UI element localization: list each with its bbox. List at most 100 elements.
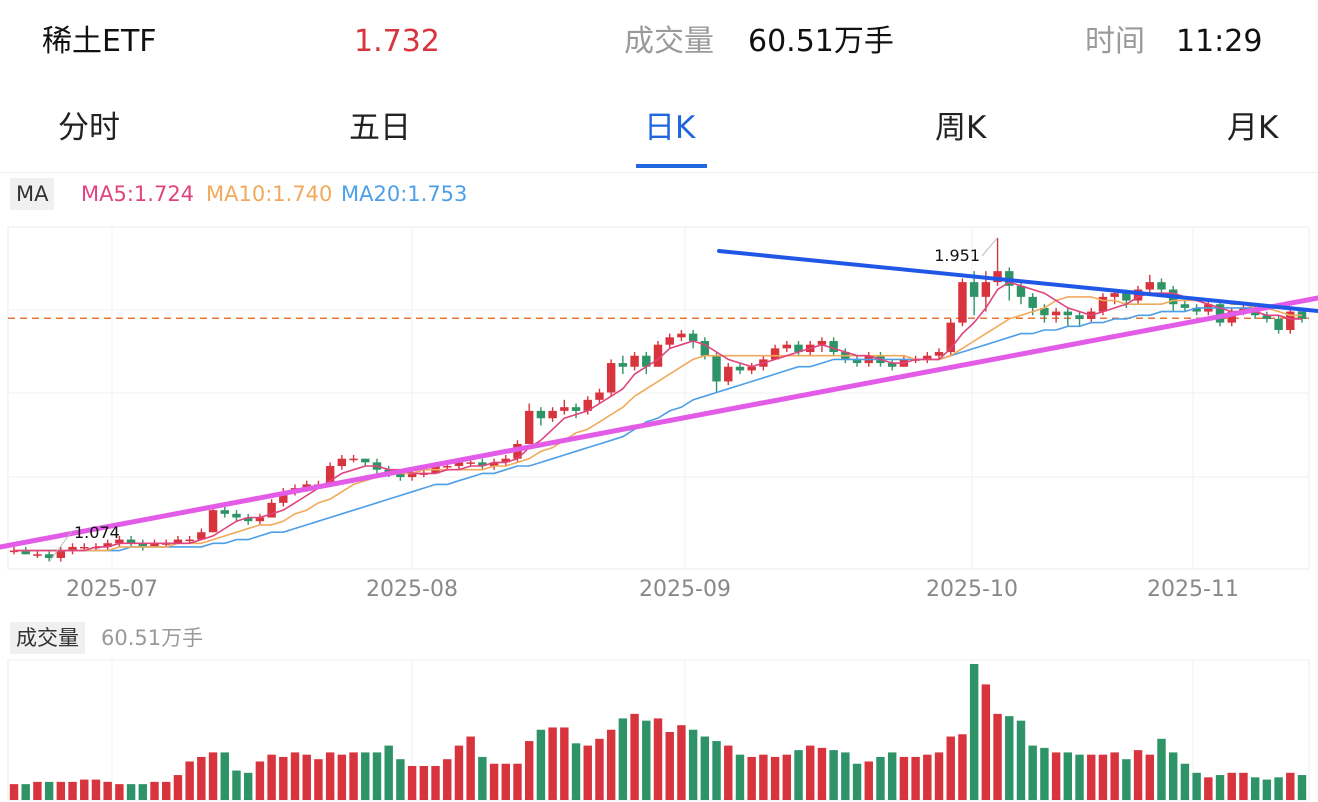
volume-bar	[1016, 720, 1026, 800]
candle-body	[279, 491, 288, 503]
volume-bar	[770, 756, 780, 800]
candle-body	[934, 352, 944, 356]
volume-bar	[1122, 759, 1131, 800]
ma5-line	[14, 281, 1302, 552]
security-name: 稀土ETF	[42, 24, 157, 59]
max-label-leader	[981, 237, 998, 257]
candle-body	[571, 407, 581, 411]
tab-weekly-k[interactable]: 周K	[935, 110, 987, 146]
volume-bar	[267, 754, 276, 800]
volume-bar	[68, 781, 77, 800]
candle-body	[1063, 311, 1073, 316]
candle-body	[1075, 315, 1084, 319]
candle-body	[1262, 315, 1272, 319]
volume-bar	[1227, 772, 1236, 800]
x-tick-label: 2025-11	[1147, 577, 1239, 602]
candle-body	[466, 462, 475, 464]
tab-daily-k[interactable]: 日K	[644, 110, 696, 146]
candle-body	[536, 410, 546, 419]
candle-body	[80, 546, 89, 549]
volume-bar	[513, 763, 522, 800]
volume-bar	[419, 766, 429, 800]
candle-body	[396, 473, 405, 478]
tab-five-day[interactable]: 五日	[349, 110, 411, 146]
candle-body	[103, 543, 112, 547]
candle-body	[173, 539, 183, 544]
candle-body	[44, 554, 54, 558]
volume-bar	[208, 752, 218, 800]
candle-body	[524, 410, 534, 444]
candle-body	[197, 532, 206, 540]
volume-bar	[595, 738, 604, 800]
volume-panel-value: 60.51万手	[101, 626, 204, 650]
candle-body	[712, 355, 721, 382]
candle-body	[583, 399, 592, 411]
volume-bar	[396, 759, 405, 800]
candle-body	[747, 366, 756, 371]
candle-body	[232, 513, 241, 518]
ma-indicator-tag[interactable]: MA	[10, 178, 55, 210]
candle-body	[630, 355, 639, 367]
candle-body	[208, 510, 218, 533]
candle-body	[829, 341, 838, 353]
volume-bar	[653, 718, 663, 800]
volume-bar	[115, 784, 124, 800]
candle-body	[595, 392, 604, 400]
ma10-line	[14, 296, 1302, 552]
tab-monthly-k[interactable]: 月K	[1227, 110, 1279, 146]
x-tick-label: 2025-10	[926, 577, 1018, 602]
volume-bar	[325, 752, 335, 800]
volume-bar	[759, 754, 768, 800]
candle-body	[817, 341, 827, 345]
time-value: 11:29	[1176, 24, 1263, 59]
volume-bar	[1250, 777, 1260, 800]
volume-bar	[969, 664, 979, 800]
candle-body	[606, 363, 616, 393]
volume-bar	[255, 761, 265, 800]
volume-bar	[384, 745, 393, 800]
time-label: 时间	[1085, 24, 1145, 59]
candle-body	[454, 462, 464, 467]
volume-bar	[712, 741, 721, 800]
quote-header: 稀土ETF 1.732 成交量 60.51万手 时间 11:29	[0, 0, 1318, 84]
ma5-legend: MA5:1.724	[81, 182, 195, 206]
candle-body	[1215, 304, 1225, 323]
candle-body	[1051, 311, 1061, 316]
candle-body	[501, 458, 510, 463]
tab-intraday[interactable]: 分时	[58, 110, 120, 146]
volume-bar	[489, 763, 499, 800]
candle-body	[1157, 282, 1166, 290]
volume-bar	[911, 756, 920, 800]
volume-bar	[56, 781, 66, 800]
candle-body	[337, 458, 347, 467]
candle-body	[115, 539, 124, 544]
volume-bar	[1133, 750, 1143, 800]
candle-body	[1227, 311, 1236, 323]
candle-body	[993, 271, 1002, 283]
candle-body	[642, 355, 651, 367]
candle-body	[220, 510, 229, 514]
volume-bar	[173, 775, 183, 800]
volume-bar	[9, 784, 19, 800]
current-price: 1.732	[354, 24, 440, 59]
volume-bar	[431, 766, 440, 800]
volume-bar	[443, 759, 452, 800]
volume-bar	[21, 784, 30, 800]
ma20-line	[14, 307, 1303, 552]
volume-bar	[1051, 752, 1061, 800]
volume-bar	[138, 784, 148, 800]
kline-chart[interactable]: 1.951 1.074	[0, 215, 1318, 575]
candle-body	[243, 517, 253, 522]
candle-body	[1122, 293, 1131, 301]
volume-bar	[361, 752, 370, 800]
candle-body	[665, 337, 674, 345]
x-tick-label: 2025-08	[366, 577, 458, 602]
volume-bar	[524, 741, 534, 800]
volume-chart[interactable]	[0, 655, 1318, 802]
volume-indicator-tag[interactable]: 成交量	[10, 622, 85, 654]
candle-body	[852, 359, 862, 364]
candle-body	[267, 502, 276, 518]
volume-bar	[665, 732, 674, 800]
candle-body	[958, 282, 967, 323]
volume-bar	[642, 720, 651, 800]
